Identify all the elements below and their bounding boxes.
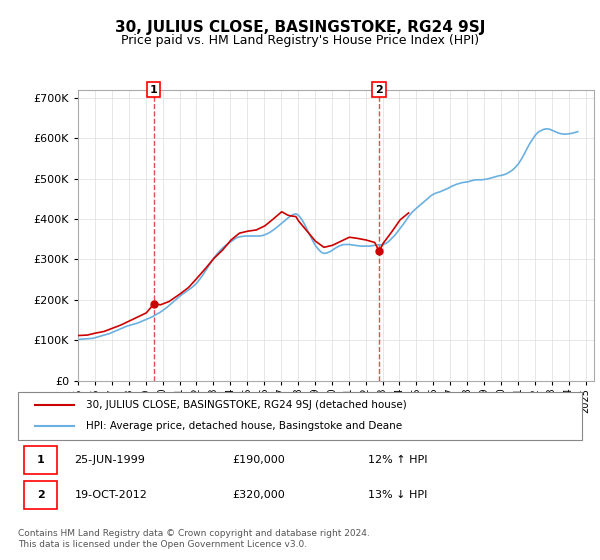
Text: 1: 1 bbox=[37, 455, 44, 465]
Text: 30, JULIUS CLOSE, BASINGSTOKE, RG24 9SJ (detached house): 30, JULIUS CLOSE, BASINGSTOKE, RG24 9SJ … bbox=[86, 400, 406, 410]
Text: 25-JUN-1999: 25-JUN-1999 bbox=[74, 455, 145, 465]
FancyBboxPatch shape bbox=[23, 482, 58, 509]
Text: Price paid vs. HM Land Registry's House Price Index (HPI): Price paid vs. HM Land Registry's House … bbox=[121, 34, 479, 46]
Text: £320,000: £320,000 bbox=[232, 490, 285, 500]
Text: 12% ↑ HPI: 12% ↑ HPI bbox=[368, 455, 427, 465]
Text: Contains HM Land Registry data © Crown copyright and database right 2024.
This d: Contains HM Land Registry data © Crown c… bbox=[18, 529, 370, 549]
Text: HPI: Average price, detached house, Basingstoke and Deane: HPI: Average price, detached house, Basi… bbox=[86, 421, 402, 431]
Text: 1: 1 bbox=[150, 85, 158, 95]
FancyBboxPatch shape bbox=[23, 446, 58, 474]
Text: 13% ↓ HPI: 13% ↓ HPI bbox=[368, 490, 427, 500]
Text: 30, JULIUS CLOSE, BASINGSTOKE, RG24 9SJ: 30, JULIUS CLOSE, BASINGSTOKE, RG24 9SJ bbox=[115, 20, 485, 35]
Text: 2: 2 bbox=[375, 85, 383, 95]
FancyBboxPatch shape bbox=[18, 392, 582, 440]
Text: 19-OCT-2012: 19-OCT-2012 bbox=[74, 490, 147, 500]
Text: 2: 2 bbox=[37, 490, 44, 500]
Text: £190,000: £190,000 bbox=[232, 455, 285, 465]
